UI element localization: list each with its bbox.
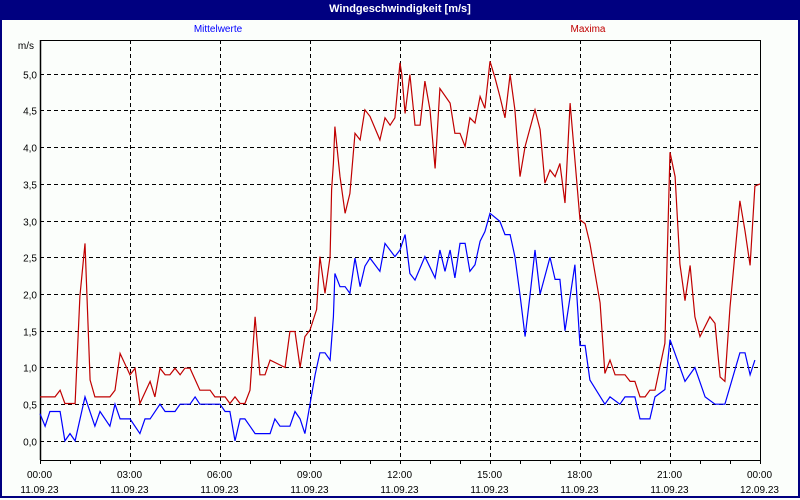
grid [40,40,760,460]
y-tick-label: 1,0 [23,364,37,375]
series [39,61,761,443]
x-tick-date: 11.09.23 [470,485,509,496]
x-tick-time: 00:00 [27,470,52,481]
y-axis-label: m/s [18,41,34,52]
series-line-maxima [40,61,761,406]
x-tick-date: 11.09.23 [20,485,59,496]
y-tick-label: 0,5 [23,401,37,412]
x-tick-time: 03:00 [117,470,142,481]
x-tick-date: 11.09.23 [200,485,239,496]
x-tick-date: 12.09.23 [740,485,779,496]
x-tick-time: 09:00 [297,470,322,481]
x-tick-time: 18:00 [567,470,592,481]
y-tick-label: 5,0 [23,71,37,82]
y-tick-label: 3,0 [23,218,37,229]
y-tick-label: 4,5 [23,107,37,118]
x-tick-time: 21:00 [657,470,682,481]
x-tick-date: 11.09.23 [380,485,419,496]
series-line-mittelwerte [39,212,756,443]
x-tick-date: 11.09.23 [290,485,329,496]
x-tick-date: 11.09.23 [110,485,149,496]
y-tick-label: 4,0 [23,144,37,155]
legend-mean: Mittelwerte [193,24,243,35]
x-tick-time: 12:00 [387,470,412,481]
y-tick-label: 1,5 [23,328,37,339]
x-tick-date: 11.09.23 [560,485,599,496]
y-tick-label: 3,5 [23,181,37,192]
legend-max: Maxima [570,24,606,35]
y-tick-label: 2,5 [23,254,37,265]
window-title: Windgeschwindigkeit [m/s] [0,0,800,20]
x-tick-time: 15:00 [477,470,502,481]
axes: 0,0 0,5 1,0 1,5 2,0 2,5 3,0 3,5 4,0 4,5 5,0 00:00 11… [20,40,779,496]
y-tick-label: 0,0 [23,438,37,449]
x-tick-date: 11.09.23 [650,485,689,496]
x-tick-time: 00:00 [747,470,772,481]
x-tick-time: 06:00 [207,470,232,481]
y-tick-label: 2,0 [23,291,37,302]
